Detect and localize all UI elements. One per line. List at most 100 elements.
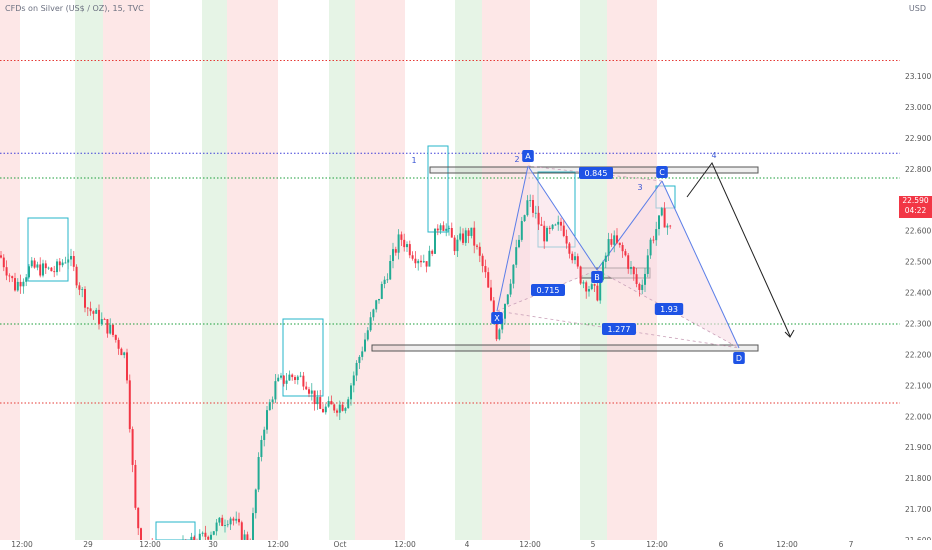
point-c-label: C bbox=[659, 168, 665, 177]
time-axis-bg bbox=[0, 540, 932, 550]
candle-body bbox=[638, 284, 641, 290]
candle-body bbox=[372, 309, 375, 318]
candle-body bbox=[224, 525, 226, 526]
candle-body bbox=[383, 279, 386, 285]
wave-label-4: 4 bbox=[711, 151, 716, 160]
candle-body bbox=[459, 233, 462, 240]
candle-body bbox=[526, 200, 529, 216]
candle-body bbox=[537, 212, 540, 225]
candle-body bbox=[462, 233, 464, 243]
candle-body bbox=[25, 277, 28, 282]
ratio-xb-label: 0.845 bbox=[585, 169, 608, 178]
time-tick-label: 6 bbox=[719, 540, 724, 549]
candle-body bbox=[551, 224, 554, 229]
candle-body bbox=[246, 534, 249, 546]
candle-body bbox=[218, 517, 221, 523]
candle-body bbox=[308, 389, 310, 394]
candle-body bbox=[53, 271, 56, 273]
price-axis[interactable]: 23.10023.00022.90022.80022.70022.60022.5… bbox=[900, 0, 932, 550]
pattern-labels: X A B C D 0.845 0.715 1.93 1.277 1 2 3 4 bbox=[411, 150, 745, 364]
candle-body bbox=[660, 208, 663, 216]
candle-body bbox=[204, 532, 207, 537]
time-tick-label: 12:00 bbox=[646, 540, 668, 549]
candle-body bbox=[103, 319, 106, 320]
candle-body bbox=[137, 507, 140, 529]
candle-body bbox=[523, 215, 526, 222]
candle-body bbox=[445, 228, 448, 231]
candle-body bbox=[579, 266, 582, 284]
candle-body bbox=[492, 300, 495, 320]
ratio-xb-label-tag bbox=[579, 167, 613, 179]
candle-body bbox=[296, 376, 299, 381]
candle-body bbox=[67, 259, 70, 263]
ratio-xd-label-tag bbox=[602, 323, 636, 335]
candle-body bbox=[560, 221, 562, 226]
candle-body bbox=[257, 457, 260, 490]
horizontal-levels bbox=[0, 59, 900, 404]
symbol-title[interactable]: CFDs on Silver (US$ / OZ), 15, TVC bbox=[5, 4, 144, 13]
candle-body bbox=[207, 536, 210, 540]
candle-body bbox=[621, 245, 624, 252]
candle-body bbox=[588, 289, 590, 292]
price-tick-label: 22.900 bbox=[905, 134, 931, 143]
candle-body bbox=[417, 260, 420, 264]
candle-body bbox=[282, 375, 285, 384]
session-zone bbox=[355, 0, 405, 540]
candle-body bbox=[568, 243, 571, 254]
candle-body bbox=[386, 279, 389, 281]
candle-body bbox=[92, 311, 95, 314]
wave-label-2: 2 bbox=[514, 155, 519, 164]
candle-body bbox=[585, 282, 588, 292]
ratio-bd-label-tag bbox=[654, 303, 684, 315]
session-zone bbox=[75, 0, 103, 540]
candle-body bbox=[327, 400, 330, 407]
candle-body bbox=[39, 264, 42, 276]
session-zone bbox=[455, 0, 482, 540]
candle-body bbox=[8, 275, 11, 277]
candle-body bbox=[490, 287, 492, 301]
candle-body bbox=[504, 304, 506, 319]
candle-body bbox=[324, 406, 327, 413]
candle-body bbox=[473, 227, 476, 246]
candle-body bbox=[613, 235, 616, 245]
candle-body bbox=[81, 289, 84, 290]
price-tick-label: 23.000 bbox=[905, 103, 931, 112]
candle-body bbox=[439, 225, 442, 231]
candle-body bbox=[596, 285, 599, 301]
candle-body bbox=[16, 281, 19, 291]
time-tick-label: 12:00 bbox=[267, 540, 289, 549]
candle-body bbox=[476, 245, 478, 247]
ratio-xd-label: 1.277 bbox=[608, 325, 631, 334]
candle-body bbox=[562, 225, 565, 236]
candle-body bbox=[655, 229, 658, 241]
point-d-label-tag bbox=[733, 352, 745, 364]
candle-body bbox=[420, 260, 422, 263]
candle-body bbox=[406, 244, 408, 248]
candle-body bbox=[403, 239, 406, 248]
candle-body bbox=[397, 234, 400, 253]
candle-body bbox=[210, 534, 212, 540]
candle-body bbox=[117, 339, 120, 349]
point-x-label: X bbox=[494, 314, 500, 323]
candle-body bbox=[408, 244, 411, 256]
price-tick-label: 22.000 bbox=[905, 412, 931, 421]
box-drawing bbox=[282, 318, 324, 397]
candle-body bbox=[238, 518, 240, 523]
session-zone bbox=[227, 0, 278, 540]
currency-label[interactable]: USD bbox=[908, 4, 926, 13]
candle-body bbox=[11, 276, 14, 279]
candle-body bbox=[495, 319, 498, 340]
candle-body bbox=[411, 255, 414, 259]
candle-body bbox=[453, 237, 456, 252]
candle-body bbox=[72, 256, 75, 267]
candle-body bbox=[520, 221, 523, 240]
candle-body bbox=[604, 255, 607, 262]
price-tick-label: 22.600 bbox=[905, 227, 931, 236]
candle-body bbox=[389, 260, 392, 280]
time-tick-label: 12:00 bbox=[776, 540, 798, 549]
time-axis[interactable]: 12:00 29 12:00 30 12:00 Oct 12:00 4 12:00 5 12:00 6… bbox=[0, 540, 932, 550]
candle-body bbox=[607, 239, 610, 256]
session-background-zones bbox=[0, 0, 657, 540]
session-zone bbox=[103, 0, 150, 540]
